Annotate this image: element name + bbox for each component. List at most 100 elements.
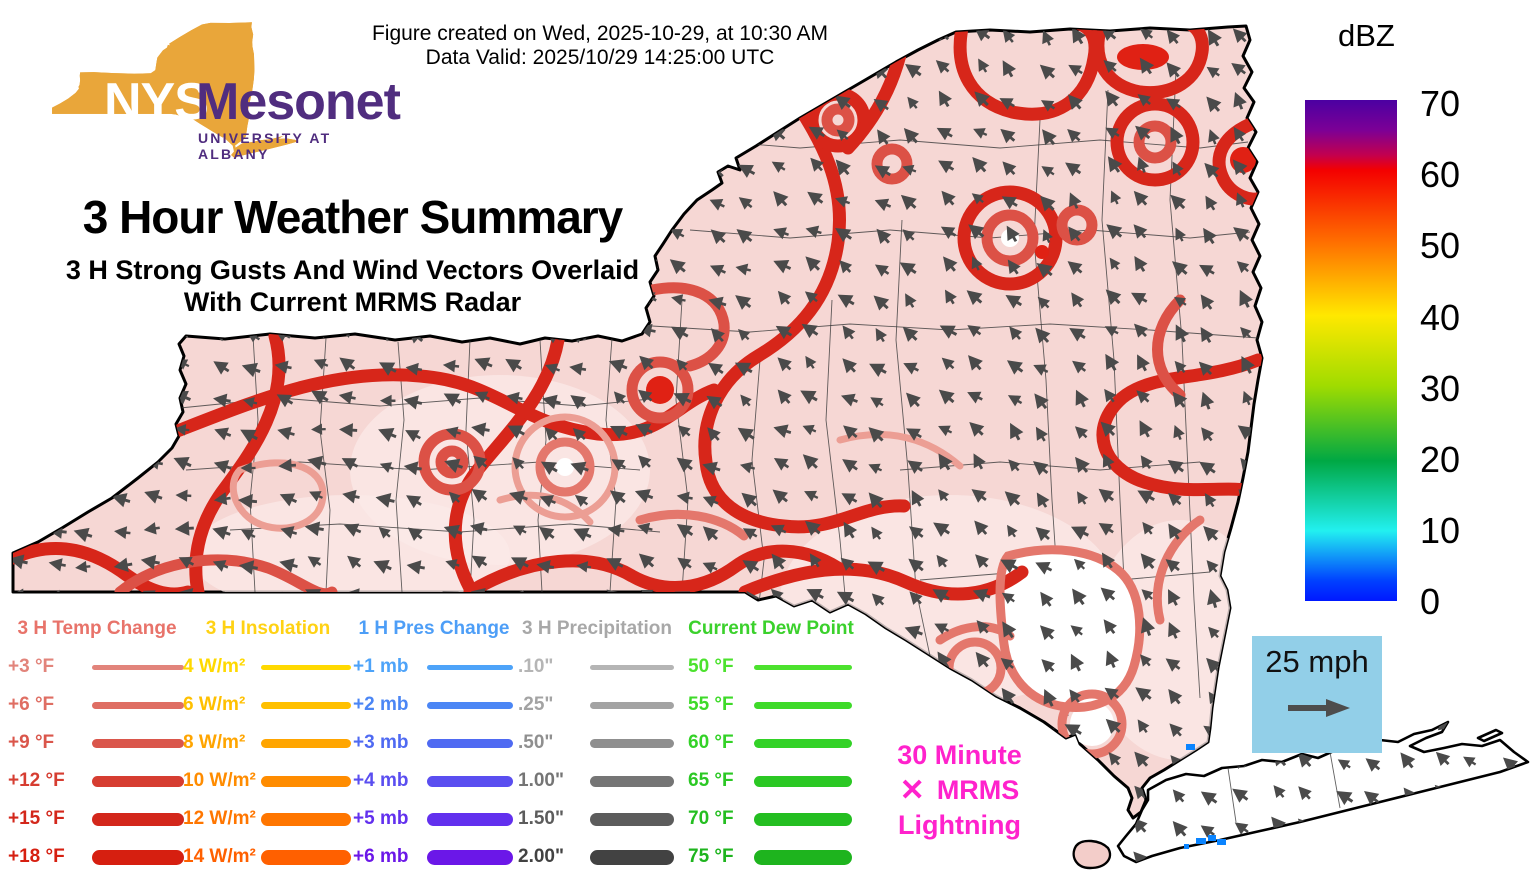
wind-arrow — [1040, 195, 1056, 212]
wind-arrow — [938, 425, 953, 437]
legend-row-label: +5 mb — [353, 808, 409, 829]
wind-arrow — [1268, 520, 1281, 535]
wind-arrow — [1165, 559, 1180, 573]
lightning-line-1: 30 Minute — [897, 740, 1022, 770]
wind-arrow — [1439, 684, 1452, 700]
wind-arrow — [1075, 389, 1089, 408]
wind-arrow — [807, 191, 824, 206]
legend-line-swatch — [754, 812, 852, 826]
wind-arrow — [1500, 28, 1514, 46]
wind-arrow — [1268, 550, 1283, 570]
wind-arrow — [905, 63, 922, 79]
lightning-line-2-text: MRMS — [936, 775, 1020, 805]
wind-arrow — [173, 456, 192, 471]
wind-arrow — [870, 397, 884, 409]
wind-arrow — [1140, 654, 1152, 667]
wind-arrow — [1371, 63, 1386, 79]
legend-row-label: 55 °F — [688, 694, 734, 715]
wind-arrow — [313, 358, 329, 370]
legend-line-swatch — [261, 738, 351, 748]
wind-arrow — [1033, 364, 1049, 376]
wind-arrow — [378, 427, 397, 442]
wind-arrow — [475, 158, 496, 174]
wind-arrow — [1236, 588, 1249, 604]
wind-arrow — [536, 593, 554, 607]
wind-arrow — [1242, 390, 1254, 406]
wind-arrow — [671, 294, 686, 306]
wind-arrow — [1042, 229, 1053, 243]
wind-arrow — [738, 197, 753, 210]
wind-arrow — [174, 423, 190, 436]
wind-arrow — [836, 129, 849, 142]
wind-arrow — [407, 527, 423, 542]
wind-arrow — [576, 561, 592, 573]
legend-row: +2 mb — [353, 686, 515, 724]
wind-arrow — [974, 520, 989, 536]
wind-arrow — [1273, 785, 1286, 798]
wind-arrow — [1232, 28, 1248, 44]
wind-arrow — [1204, 162, 1220, 179]
wind-arrow — [1108, 752, 1122, 766]
wind-arrow — [1398, 58, 1413, 76]
colorbar-title: dBZ — [1338, 18, 1395, 53]
legend-row-label: 1.50" — [518, 808, 564, 829]
wind-arrow — [1302, 27, 1317, 42]
wind-arrow — [1272, 189, 1288, 206]
wind-arrow — [1365, 758, 1381, 772]
legend-column-title: 1 H Pres Change — [358, 618, 510, 639]
wind-arrow — [902, 229, 915, 242]
wind-arrow — [1000, 658, 1014, 671]
wind-arrow — [1137, 490, 1155, 504]
wind-arrow — [1200, 326, 1214, 344]
wind-arrow — [1134, 785, 1148, 800]
wind-arrow — [1167, 460, 1184, 475]
wind-arrow — [1139, 420, 1153, 438]
wind-arrow — [113, 557, 133, 572]
legend-row-label: 12 W/m² — [183, 808, 256, 829]
wind-arrow — [609, 425, 628, 440]
wind-arrow — [642, 125, 661, 140]
wind-arrow — [1036, 262, 1053, 278]
wind-arrow — [1203, 526, 1219, 542]
wind-arrow — [1402, 720, 1413, 735]
wind-arrow — [933, 522, 951, 537]
wind-arrow — [1205, 195, 1218, 211]
wind-arrow — [777, 290, 792, 305]
wind-arrow — [1002, 621, 1017, 639]
wind-arrow — [339, 423, 358, 438]
wind-arrow — [906, 658, 920, 671]
legend-row-label: 6 W/m² — [183, 694, 246, 715]
legend-row-label: +2 mb — [353, 694, 409, 715]
legend-line-swatch — [261, 775, 351, 787]
wind-arrow — [1200, 825, 1215, 838]
legend-row-label: 75 °F — [688, 846, 734, 867]
legend-row-label: 2.00" — [518, 846, 564, 867]
wind-arrow — [943, 851, 958, 862]
wind-arrow — [13, 522, 26, 534]
wind-arrow — [75, 560, 91, 573]
wind-arrow — [900, 194, 917, 211]
wind-arrow — [1106, 224, 1123, 240]
title-block: 3 Hour Weather Summary 3 H Strong Gusts … — [40, 190, 665, 318]
wind-arrow — [938, 90, 952, 108]
lightning-legend: 30 Minute ✕ MRMS Lightning — [852, 738, 1067, 843]
wind-arrow — [1399, 653, 1411, 669]
wind-arrow — [739, 461, 756, 474]
wind-arrow — [875, 690, 891, 706]
wind-arrow — [1208, 626, 1220, 639]
wind-arrow — [740, 394, 752, 407]
wind-arrow — [238, 560, 258, 575]
legend-line-swatch — [92, 664, 184, 670]
wind-arrow — [1172, 391, 1188, 408]
legend-row-label: +12 °F — [8, 770, 65, 791]
legend-row-label: 14 W/m² — [183, 846, 256, 867]
wind-arrow — [1040, 100, 1056, 112]
wind-arrow — [1174, 360, 1187, 374]
wind-arrow — [638, 455, 652, 469]
wind-arrow — [1169, 723, 1183, 738]
wind-arrow — [143, 522, 160, 535]
legend-line-swatch — [427, 849, 513, 865]
wind-arrow — [1432, 851, 1446, 862]
wind-arrow — [1105, 127, 1120, 140]
